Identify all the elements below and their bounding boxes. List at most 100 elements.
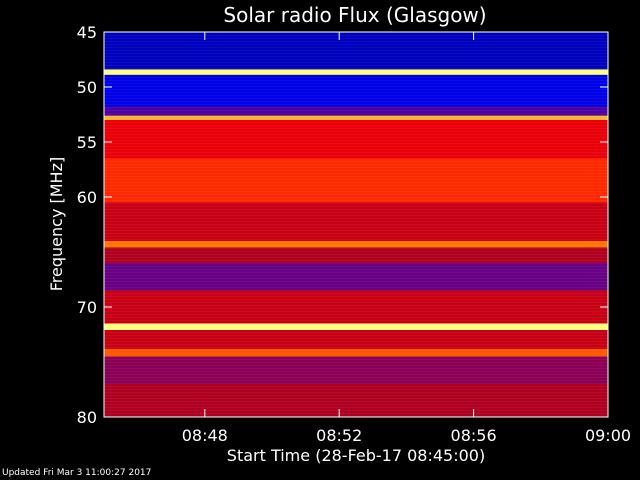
y-tick-label: 60 (77, 188, 97, 207)
heatmap-streak (104, 260, 608, 261)
x-axis-label: Start Time (28-Feb-17 08:45:00) (227, 446, 485, 465)
heatmap-streak (104, 119, 608, 120)
heatmap-streak (104, 278, 608, 279)
heatmap-streak (104, 257, 608, 258)
heatmap-streak (104, 383, 608, 384)
y-tick-label: 45 (77, 23, 97, 42)
heatmap-streak (104, 236, 608, 237)
heatmap-streak (104, 329, 608, 330)
x-tick-label: 08:48 (182, 426, 228, 445)
heatmap-streak (104, 134, 608, 135)
x-tick-label: 08:52 (316, 426, 362, 445)
heatmap-streak (104, 398, 608, 399)
heatmap-streak (104, 107, 608, 108)
heatmap-streak (104, 296, 608, 297)
heatmap-streak (104, 131, 608, 132)
heatmap-streak (104, 389, 608, 390)
plot-frame (103, 31, 609, 418)
heatmap-texture (104, 32, 608, 417)
heatmap-streak (104, 359, 608, 360)
heatmap-streak (104, 74, 608, 75)
heatmap-streak (104, 182, 608, 183)
heatmap-streak (104, 323, 608, 324)
heatmap-streak (104, 212, 608, 213)
heatmap-streak (104, 44, 608, 45)
heatmap-streak (104, 293, 608, 294)
heatmap-streak (104, 116, 608, 117)
heatmap-streak (104, 368, 608, 369)
heatmap-streak (104, 152, 608, 153)
heatmap-streak (104, 284, 608, 285)
heatmap-streak (104, 71, 608, 72)
heatmap-streak (104, 353, 608, 354)
heatmap-streak (104, 185, 608, 186)
y-tick-label: 80 (77, 408, 97, 427)
heatmap-streak (104, 158, 608, 159)
heatmap-streak (104, 311, 608, 312)
chart-title: Solar radio Flux (Glasgow) (223, 3, 486, 27)
y-tick-label: 55 (77, 133, 97, 152)
heatmap-streak (104, 167, 608, 168)
heatmap-band (104, 106, 608, 116)
y-axis: 45 50 55 60 70 80 (77, 23, 608, 427)
heatmap-streak (104, 347, 608, 348)
heatmap-band (104, 330, 608, 349)
heatmap-streak (104, 77, 608, 78)
heatmap-band (104, 384, 608, 417)
y-tick-label: 70 (77, 298, 97, 317)
heatmap-streak (104, 50, 608, 51)
heatmap-streak (104, 68, 608, 69)
heatmap-streak (104, 308, 608, 309)
heatmap-streak (104, 59, 608, 60)
heatmap-streak (104, 254, 608, 255)
heatmap-streak (104, 146, 608, 147)
y-tick-label: 50 (77, 78, 97, 97)
heatmap-streak (104, 38, 608, 39)
heatmap-streak (104, 233, 608, 234)
heatmap-streak (104, 407, 608, 408)
x-tick-label: 08:56 (451, 426, 497, 445)
heatmap-streak (104, 56, 608, 57)
heatmap-streak (104, 35, 608, 36)
heatmap-band (104, 69, 608, 75)
heatmap-streak (104, 197, 608, 198)
heatmap-streak (104, 263, 608, 264)
heatmap-streak (104, 140, 608, 141)
heatmap-streak (104, 374, 608, 375)
heatmap-streak (104, 350, 608, 351)
heatmap-streak (104, 200, 608, 201)
heatmap-streak (104, 89, 608, 90)
heatmap-streak (104, 302, 608, 303)
heatmap-streak (104, 314, 608, 315)
heatmap-streak (104, 245, 608, 246)
heatmap-streak (104, 242, 608, 243)
updated-timestamp: Updated Fri Mar 3 11:00:27 2017 (2, 468, 152, 478)
heatmap-streak (104, 401, 608, 402)
heatmap-streak (104, 47, 608, 48)
heatmap-streak (104, 191, 608, 192)
heatmap-streak (104, 164, 608, 165)
heatmap-streak (104, 155, 608, 156)
heatmap-streak (104, 122, 608, 123)
heatmap-band (104, 323, 608, 331)
heatmap-streak (104, 380, 608, 381)
heatmap-streak (104, 227, 608, 228)
heatmap-streak (104, 80, 608, 81)
heatmap-streak (104, 365, 608, 366)
heatmap-streak (104, 173, 608, 174)
heatmap-streak (104, 272, 608, 273)
heatmap-band (104, 290, 608, 324)
heatmap-band (104, 247, 608, 263)
y-axis-label: Frequency [MHz] (47, 157, 66, 291)
heatmap-streak (104, 338, 608, 339)
heatmap-area (104, 32, 608, 417)
heatmap-streak (104, 128, 608, 129)
heatmap-streak (104, 113, 608, 114)
heatmap-streak (104, 203, 608, 204)
heatmap-streak (104, 206, 608, 207)
heatmap-band (104, 158, 608, 203)
heatmap-streak (104, 221, 608, 222)
heatmap-streak (104, 317, 608, 318)
heatmap-streak (104, 248, 608, 249)
heatmap-streak (104, 188, 608, 189)
